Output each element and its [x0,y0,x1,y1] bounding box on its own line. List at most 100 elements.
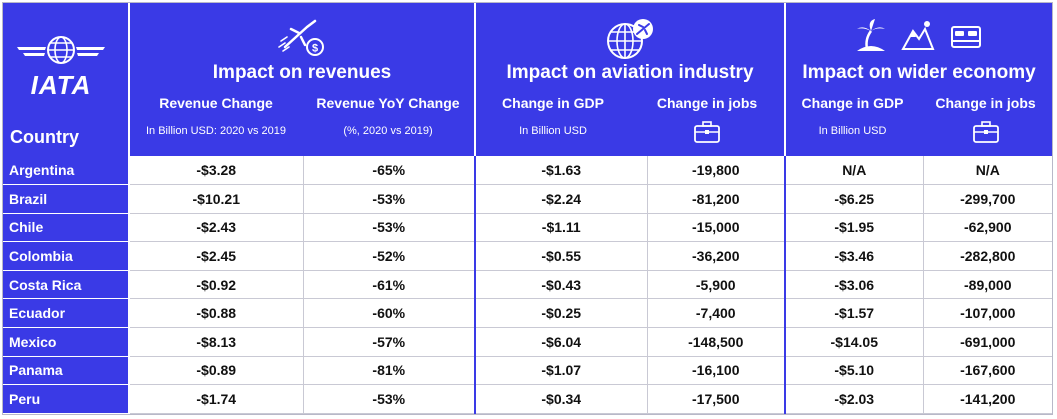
aviation-jobs-cell: -15,000 [647,213,786,243]
aviation-jobs-cell: -16,100 [647,356,786,386]
group-title-revenues: Impact on revenues [212,62,392,83]
aviation-jobs-cell: -19,800 [647,156,786,186]
col-label-revenue-yoy: Revenue YoY Change [316,95,460,111]
mountain-icon [901,21,935,50]
aviation-gdp-cell: -$0.55 [475,241,648,271]
aviation-gdp-cell: -$0.25 [475,298,648,329]
table-row: Mexico -$8.13 -57% -$6.04 -148,500 -$14.… [3,327,1052,357]
table-row: Ecuador -$0.88 -60% -$0.25 -7,400 -$1.57… [3,298,1052,329]
revenue-change-cell: -$0.88 [129,298,304,329]
economy-jobs-cell: -282,800 [923,241,1052,271]
economy-jobs-cell: N/A [923,156,1052,186]
aviation-jobs-cell: -17,500 [647,384,786,414]
globe-plane-icon [607,19,653,59]
aviation-gdp-cell: -$2.24 [475,184,648,214]
country-name: Ecuador [3,298,130,329]
col-label-revenue-change: Revenue Change [159,95,273,111]
economy-gdp-cell: -$2.03 [785,384,924,414]
revenue-yoy-cell: -53% [303,384,476,414]
aviation-gdp-cell: -$6.04 [475,327,648,357]
country-name: Brazil [3,184,130,214]
revenue-change-cell: -$2.45 [129,241,304,271]
briefcase-icon [972,121,999,143]
bed-icon [951,26,981,48]
revenue-change-cell: -$3.28 [129,156,304,186]
aviation-gdp-cell: -$0.34 [475,384,648,414]
economy-jobs-cell: -691,000 [923,327,1052,357]
aviation-jobs-cell: -148,500 [647,327,786,357]
economy-gdp-cell: -$3.06 [785,270,924,300]
economy-gdp-cell: -$3.46 [785,241,924,271]
aviation-jobs-cell: -7,400 [647,298,786,329]
country-name: Colombia [3,241,130,271]
country-name: Peru [3,384,130,414]
revenue-yoy-cell: -53% [303,184,476,214]
revenue-change-cell: -$1.74 [129,384,304,414]
revenue-yoy-cell: -60% [303,298,476,329]
group-aviation: Impact on aviation industry Change in GD… [475,3,786,156]
aviation-gdp-cell: -$1.63 [475,156,648,186]
col-label-economy-gdp: Change in GDP [801,95,904,111]
revenue-change-cell: -$0.89 [129,356,304,386]
table-row: Colombia -$2.45 -52% -$0.55 -36,200 -$3.… [3,241,1052,271]
economy-gdp-cell: -$1.95 [785,213,924,243]
revenue-yoy-cell: -81% [303,356,476,386]
impact-table: IATA Country $ Impact on revenues Reve [3,3,1052,414]
economy-gdp-cell: -$5.10 [785,356,924,386]
revenue-change-cell: -$0.92 [129,270,304,300]
col-note-economy-gdp: In Billion USD [818,125,887,137]
logo-text: IATA [30,70,92,100]
col-label-economy-jobs: Change in jobs [935,95,1036,111]
aviation-jobs-cell: -5,900 [647,270,786,300]
revenue-yoy-cell: -57% [303,327,476,357]
aviation-jobs-cell: -36,200 [647,241,786,271]
aviation-jobs-cell: -81,200 [647,184,786,214]
country-name: Chile [3,213,130,243]
group-wider-economy: Impact on wider economy Change in GDP In… [785,3,1052,156]
revenue-change-cell: -$2.43 [129,213,304,243]
aviation-gdp-cell: -$1.11 [475,213,648,243]
col-note-revenue-yoy: (%, 2020 vs 2019) [343,125,433,137]
group-title-wider-economy: Impact on wider economy [802,62,1036,83]
beach-icon [857,19,885,51]
economy-jobs-cell: -141,200 [923,384,1052,414]
briefcase-icon [694,121,720,143]
country-name: Mexico [3,327,130,357]
economy-jobs-cell: -299,700 [923,184,1052,214]
svg-text:$: $ [312,43,318,55]
country-name: Argentina [3,156,130,186]
economy-jobs-cell: -89,000 [923,270,1052,300]
col-note-revenue-change: In Billion USD: 2020 vs 2019 [145,125,287,137]
table-row: Costa Rica -$0.92 -61% -$0.43 -5,900 -$3… [3,270,1052,300]
economy-gdp-cell: -$14.05 [785,327,924,357]
country-name: Costa Rica [3,270,130,300]
economy-gdp-cell: -$6.25 [785,184,924,214]
table-row: Chile -$2.43 -53% -$1.11 -15,000 -$1.95 … [3,213,1052,243]
economy-jobs-cell: -167,600 [923,356,1052,386]
iata-logo: IATA [15,33,107,101]
revenue-yoy-cell: -52% [303,241,476,271]
revenue-yoy-cell: -53% [303,213,476,243]
economy-gdp-cell: N/A [785,156,924,186]
table-row: Argentina -$3.28 -65% -$1.63 -19,800 N/A… [3,156,1052,186]
country-name: Panama [3,356,130,386]
revenue-change-cell: -$8.13 [129,327,304,357]
group-revenues: $ Impact on revenues Revenue Change In B… [129,3,476,156]
globe-wings-icon [17,36,105,64]
table-row: Brazil -$10.21 -53% -$2.24 -81,200 -$6.2… [3,184,1052,214]
table-row: Panama -$0.89 -81% -$1.07 -16,100 -$5.10… [3,356,1052,386]
aviation-gdp-cell: -$0.43 [475,270,648,300]
country-column-header: Country [10,127,79,147]
economy-jobs-cell: -62,900 [923,213,1052,243]
col-label-aviation-gdp: Change in GDP [502,95,604,111]
table-row: Peru -$1.74 -53% -$0.34 -17,500 -$2.03 -… [3,384,1052,414]
aviation-gdp-cell: -$1.07 [475,356,648,386]
economy-gdp-cell: -$1.57 [785,298,924,329]
economy-jobs-cell: -107,000 [923,298,1052,329]
header-row: IATA Country $ Impact on revenues Reve [3,3,1052,156]
col-note-aviation-gdp: In Billion USD [519,125,587,137]
col-label-aviation-jobs: Change in jobs [656,95,758,111]
revenue-yoy-cell: -61% [303,270,476,300]
group-title-aviation: Impact on aviation industry [506,62,754,83]
